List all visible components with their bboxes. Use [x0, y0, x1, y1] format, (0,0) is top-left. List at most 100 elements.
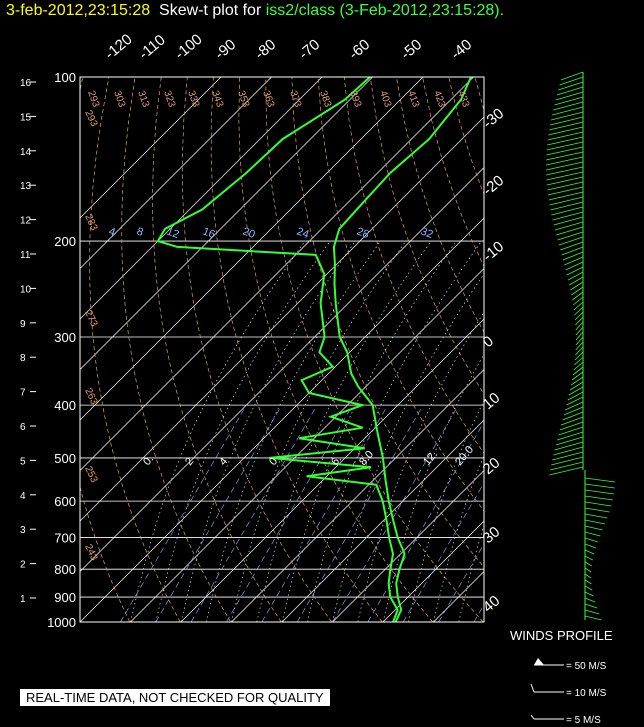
- wind-barb: [560, 241, 584, 251]
- dry-adiabat-line: [265, 77, 484, 622]
- dry-adiabat-label: 303: [111, 89, 127, 109]
- wind-barb: [569, 381, 584, 391]
- dry-adiabat-line: [396, 77, 484, 333]
- wind-barb: [564, 256, 584, 266]
- wind-barb: [552, 451, 584, 461]
- dry-adiabat-label: 403: [377, 89, 393, 109]
- wind-barb: [584, 549, 595, 555]
- wind-barb: [584, 501, 612, 507]
- wind-barb: [584, 519, 606, 525]
- wind-barb: [548, 126, 584, 136]
- wind-barb: [575, 336, 584, 346]
- height-tick-label: 4: [20, 491, 26, 502]
- theta-label-left: 263: [82, 387, 99, 407]
- wind-barb: [545, 156, 584, 166]
- wind-barb: [584, 555, 593, 561]
- theta-label-left: 243: [82, 543, 99, 563]
- isotherm-tick-label: 0: [480, 333, 497, 351]
- wind-barb: [556, 226, 584, 236]
- mixing-ratio-label: 16: [201, 226, 217, 241]
- mixing-ratio-line: [226, 404, 353, 622]
- mixing-ratio-label: 12: [165, 226, 181, 241]
- wind-barb: [575, 321, 584, 331]
- wind-barb: [584, 561, 592, 567]
- wind-barb: [546, 151, 584, 161]
- mixing-ratio-label: 24: [295, 226, 311, 241]
- isotherm-line: [80, 217, 484, 622]
- dry-adiabat-line: [527, 77, 644, 622]
- wind-barb: [556, 431, 584, 441]
- dry-adiabat-line: [474, 77, 484, 112]
- moist-adiabat-line: [357, 311, 484, 622]
- dry-adiabat-label: 383: [317, 89, 333, 109]
- moist-adiabat-line: [281, 240, 457, 622]
- isotherm-tick-label: -100: [172, 31, 206, 63]
- height-tick-label: 9: [20, 319, 26, 330]
- isotherm-line: [80, 77, 424, 421]
- mixing-ratio-label: 8: [135, 226, 145, 239]
- dry-adiabat-label: 343: [209, 89, 225, 109]
- wind-barb: [560, 71, 584, 81]
- dry-adiabat-line: [448, 77, 484, 196]
- wind-barb: [555, 91, 584, 101]
- wind-barb: [547, 136, 584, 146]
- mixing-ratio-label: 20: [241, 226, 257, 241]
- wind-barb: [584, 603, 598, 609]
- dry-adiabat-line: [238, 77, 433, 622]
- height-tick-label: 5: [20, 456, 26, 467]
- height-tick-label: 7: [20, 388, 26, 399]
- dry-adiabat-label: 313: [135, 89, 151, 109]
- wind-barb: [568, 386, 584, 396]
- wind-barb: [584, 597, 596, 603]
- dry-adiabat-label: 373: [287, 89, 303, 109]
- isotherm-line: [382, 520, 484, 622]
- wind-barb: [584, 525, 603, 531]
- moist-adiabat-label: 4: [217, 456, 230, 468]
- wind-barb: [565, 401, 584, 411]
- wind-barb: [584, 543, 597, 549]
- wind-barb: [566, 396, 584, 406]
- wind-barb: [565, 261, 584, 271]
- pressure-tick-label: 400: [54, 398, 76, 413]
- dry-adiabat-line: [152, 77, 282, 622]
- wind-barb: [584, 609, 600, 615]
- isotherm-tick-label: -70: [296, 36, 324, 63]
- wind-barb: [566, 266, 584, 276]
- wind-barb: [572, 366, 584, 376]
- isotherm-line: [80, 77, 474, 471]
- height-tick-label: 10: [20, 284, 32, 295]
- wind-barb: [584, 567, 592, 573]
- dry-adiabat-label: 363: [260, 89, 276, 109]
- pressure-tick-label: 200: [54, 234, 76, 249]
- wind-barb: [567, 391, 584, 401]
- dry-adiabat-line: [291, 77, 484, 568]
- wind-barb: [546, 141, 584, 151]
- wind-barb: [561, 416, 584, 426]
- wind-barb: [563, 406, 584, 416]
- wind-barb: [549, 116, 584, 126]
- wind-legend-label: = 5 M/S: [566, 715, 601, 726]
- pressure-tick-label: 300: [54, 330, 76, 345]
- dry-adiabat-label: 413: [405, 89, 421, 109]
- wind-barb: [570, 376, 584, 386]
- height-tick-label: 6: [20, 422, 26, 433]
- wind-barb: [584, 477, 616, 483]
- wind-barb: [574, 351, 584, 361]
- moist-adiabat-line: [231, 240, 407, 622]
- wind-barb: [553, 446, 584, 456]
- chart-title: 3-feb-2012,23:15:28 Skew-t plot for iss2…: [6, 2, 504, 20]
- moist-adiabat-line: [155, 240, 331, 622]
- isotherm-line: [180, 318, 484, 622]
- wind-barb: [575, 341, 584, 351]
- wind-barb: [575, 326, 584, 336]
- height-tick-label: 1: [20, 594, 26, 605]
- wind-barb: [584, 495, 613, 501]
- isotherm-tick-label: -80: [252, 36, 280, 63]
- wind-barb: [584, 579, 592, 585]
- mixing-ratio-label: 28: [355, 226, 371, 241]
- mixing-ratio-line: [120, 404, 247, 622]
- wind-barb: [562, 411, 584, 421]
- moist-adiabat-line: [408, 400, 484, 622]
- wind-barb: [547, 181, 584, 191]
